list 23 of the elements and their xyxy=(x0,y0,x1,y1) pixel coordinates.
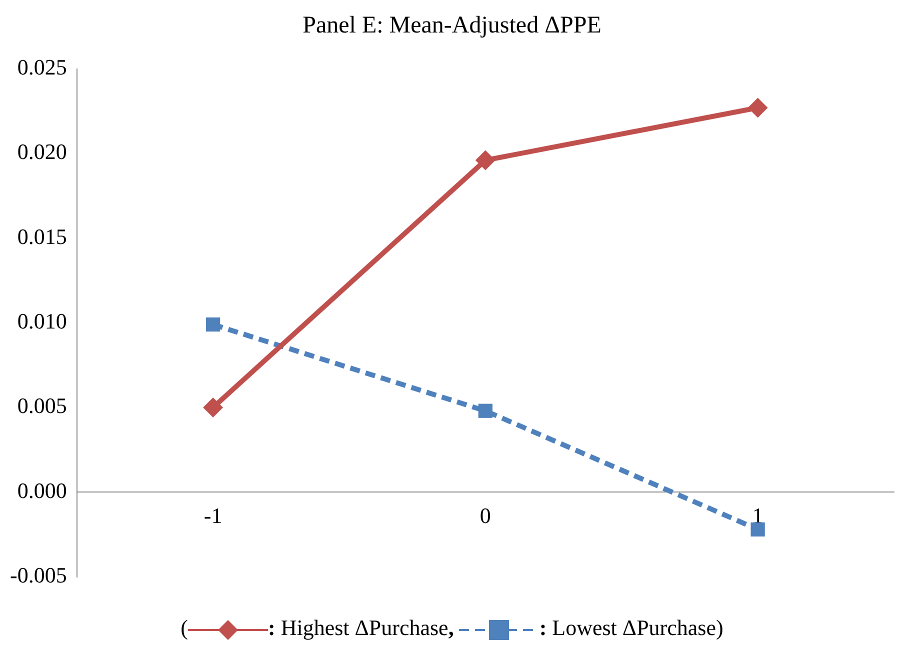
point xyxy=(203,397,224,418)
point xyxy=(475,150,496,170)
x-tick-label: 0 xyxy=(480,503,491,528)
legend-label: Lowest ΔPurchase xyxy=(552,615,716,640)
text: : xyxy=(268,615,276,640)
legend-label: Highest ΔPurchase xyxy=(280,615,448,640)
y-tick-label: 0.020 xyxy=(17,139,67,164)
x-tick-label: -1 xyxy=(204,503,222,528)
chart-title: Panel E: Mean-Adjusted ΔPPE xyxy=(302,12,602,39)
text: ) xyxy=(716,615,724,640)
text: : xyxy=(539,615,547,640)
y-tick-label: 0.005 xyxy=(17,393,67,418)
y-tick-label: 0.000 xyxy=(17,478,67,503)
text: , xyxy=(448,615,454,640)
y-tick-label: 0.015 xyxy=(17,224,67,249)
point xyxy=(750,522,765,536)
point xyxy=(206,317,220,332)
y-tick-label: 0.025 xyxy=(17,54,67,80)
y-tick-label: 0.010 xyxy=(17,308,67,334)
text: ( xyxy=(180,615,188,640)
point xyxy=(748,98,768,118)
y-tick-label: -0.005 xyxy=(10,562,67,588)
point xyxy=(478,404,492,418)
